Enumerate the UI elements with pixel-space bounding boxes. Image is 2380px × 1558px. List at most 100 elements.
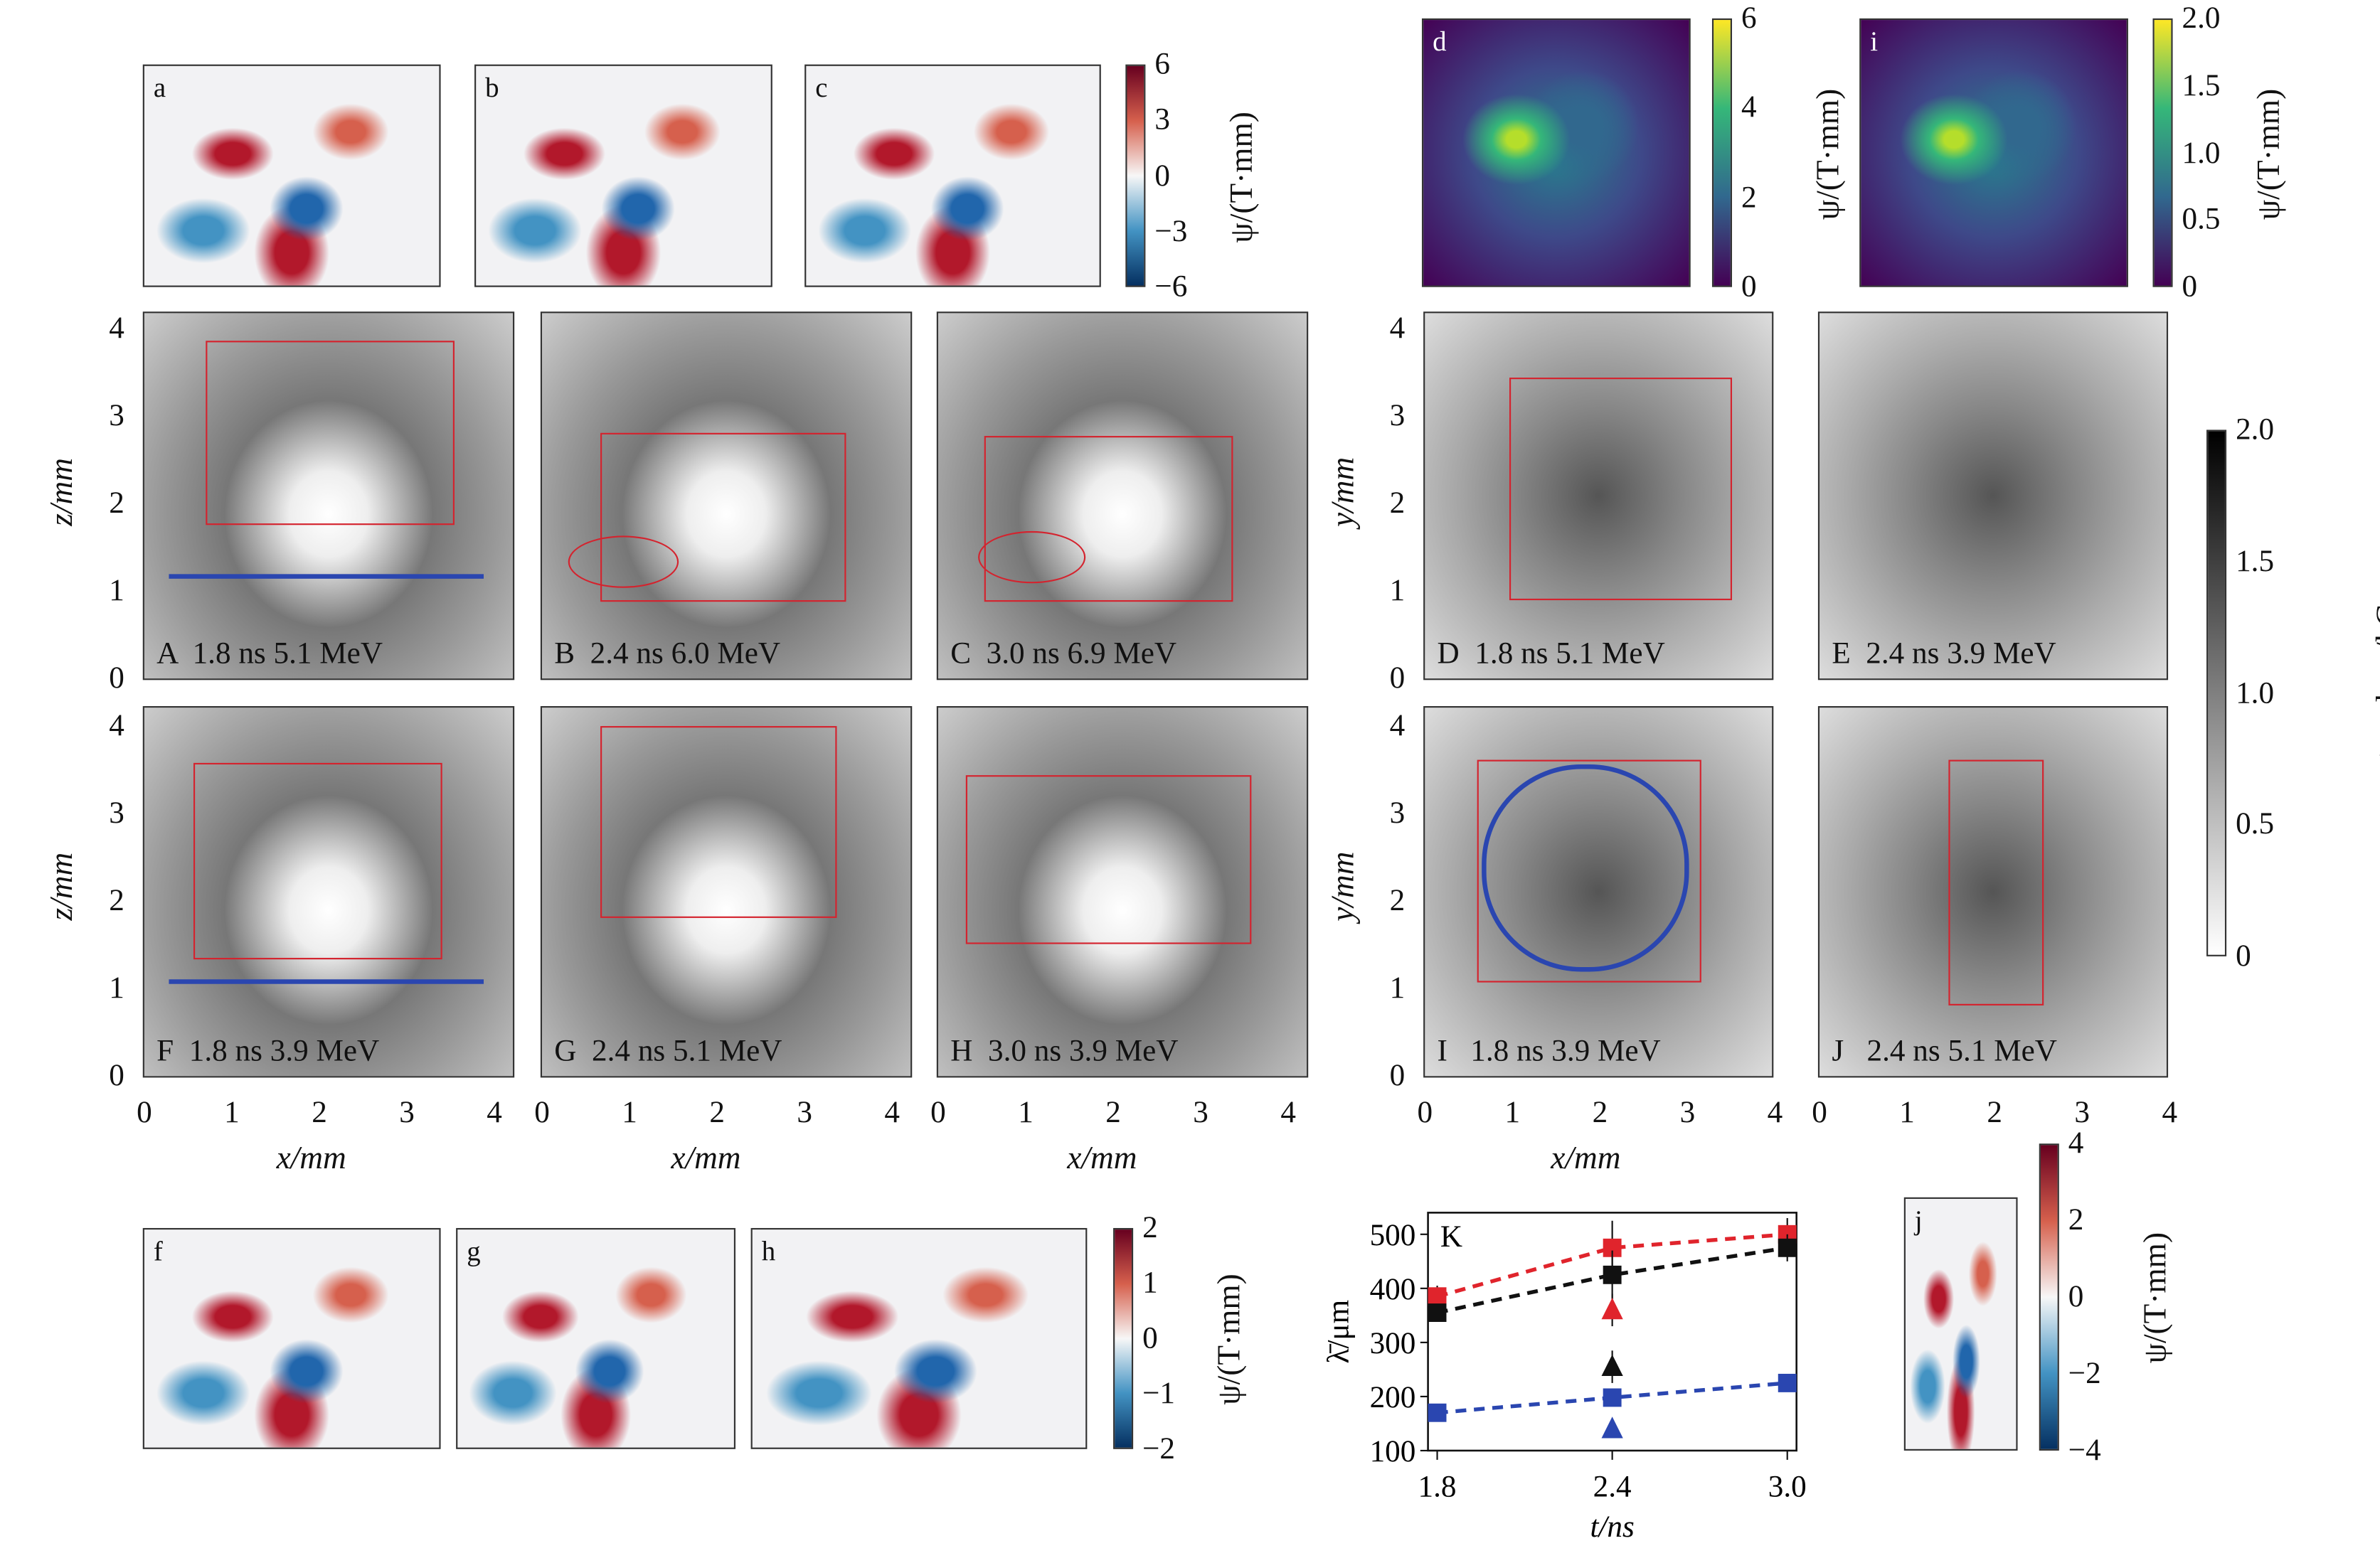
region-box	[1948, 759, 2044, 1005]
colorbar-j	[2039, 1143, 2059, 1451]
x-tick-label: 4	[487, 1096, 502, 1130]
x-tick-label: 1	[1018, 1096, 1034, 1130]
y-tick-label: 2	[1389, 884, 1406, 918]
inset-a: a	[142, 64, 441, 287]
y-tick-label: 2	[1389, 486, 1406, 521]
y-tick-label: 200	[1370, 1381, 1416, 1414]
x-tick-label: 3	[1679, 1096, 1696, 1130]
data-point-square	[1428, 1403, 1447, 1422]
inset-d: d	[1421, 18, 1691, 287]
x-tick-label: 0	[137, 1096, 152, 1130]
y-tick-label: 1	[1389, 574, 1406, 608]
colorbar-tick: 6	[1154, 47, 1170, 82]
y-tick-label: 400	[1370, 1273, 1416, 1306]
colorbar-tick: 2	[1741, 180, 1757, 215]
inset-label: g	[467, 1235, 481, 1266]
colorbar-tick: 6	[1741, 1, 1757, 36]
panel-label: E 2.4 ns 3.9 MeV	[1832, 636, 2056, 671]
y-tick-label: 3	[1389, 399, 1406, 433]
colorbar-tick: 0	[1741, 270, 1757, 304]
x-axis-label: x/mm	[276, 1138, 346, 1176]
y-tick-label: 3	[109, 796, 124, 831]
inset-label: c	[815, 72, 828, 103]
blue-line	[169, 979, 484, 984]
colorbar-tick: 1.0	[2182, 136, 2221, 170]
region-box	[1509, 378, 1733, 601]
y-axis-label: z/mm	[42, 852, 80, 921]
series-line-1	[1436, 1246, 1788, 1315]
colorbar-tick: 1.0	[2236, 676, 2275, 710]
y-tick-label: 0	[1389, 661, 1406, 695]
colorbar-tick: 2.0	[2182, 1, 2221, 36]
inset-label: d	[1433, 26, 1447, 57]
region-box	[984, 436, 1233, 602]
colorbar-tick: 0	[2236, 939, 2251, 973]
x-tick-label: 4	[884, 1096, 900, 1130]
x-tick-label: 4	[2162, 1096, 2178, 1130]
colorbar-label: ψ/(T·mm)	[1210, 1274, 1248, 1405]
panel-label: F 1.8 ns 3.9 MeV	[156, 1034, 380, 1069]
series-line-0	[1436, 1232, 1787, 1298]
region-box	[965, 775, 1252, 944]
colorbar-label: ψ/(T·mm)	[1222, 110, 1260, 242]
data-point-square	[1428, 1303, 1447, 1323]
x-tick-label: 0	[1417, 1096, 1433, 1130]
colorbar-tick: −2	[1142, 1432, 1176, 1466]
red-ellipse	[978, 530, 1086, 584]
data-point-square	[1428, 1287, 1447, 1306]
y-tick-label: 4	[1389, 709, 1406, 743]
chart-k: 100 200 300 400 500 1.8 2.4 3.0 t/ns λ̄/μm K	[1322, 1212, 1807, 1544]
panel-C: C 3.0 ns 6.9 MeV	[936, 311, 1309, 681]
colorbar-tick: −2	[2068, 1357, 2101, 1391]
blue-line	[169, 574, 484, 579]
y-tick-label: 2	[109, 884, 124, 918]
y-tick-label: 100	[1370, 1435, 1416, 1468]
panel-label: J 2.4 ns 5.1 MeV	[1832, 1034, 2057, 1069]
panel-H: H 3.0 ns 3.9 MeV	[936, 706, 1309, 1078]
panel-G: G 2.4 ns 5.1 MeV	[540, 706, 913, 1078]
plot-frame	[1427, 1212, 1797, 1452]
data-point-triangle	[1601, 1354, 1623, 1377]
data-point-square	[1778, 1238, 1797, 1257]
colorbar-tick: 0	[1142, 1321, 1158, 1356]
panel-label: H 3.0 ns 3.9 MeV	[950, 1034, 1179, 1069]
blue-contour	[1482, 764, 1689, 972]
y-axis-label: z/mm	[42, 458, 80, 526]
data-point-triangle	[1601, 1297, 1623, 1320]
y-tick-label: 3	[1389, 796, 1406, 831]
colorbar-label: ψ/(T·mm)	[2250, 87, 2287, 220]
chart-title: K	[1440, 1220, 1462, 1254]
panel-label: I 1.8 ns 3.9 MeV	[1437, 1034, 1661, 1069]
colorbar-tick: 0	[2182, 270, 2198, 304]
y-axis-label: λ̄/μm	[1322, 1300, 1355, 1364]
panel-label: B 2.4 ns 6.0 MeV	[554, 636, 781, 671]
panel-E: E 2.4 ns 3.9 MeV	[1817, 311, 2169, 681]
panel-B: B 2.4 ns 6.0 MeV	[540, 311, 913, 681]
y-tick-label: 300	[1370, 1327, 1416, 1360]
colorbar-label: proton dose/kGy	[2369, 585, 2380, 802]
inset-c: c	[804, 64, 1101, 287]
x-tick-label: 2	[1987, 1096, 2002, 1130]
colorbar-tick: 2.0	[2236, 412, 2275, 447]
panel-label: G 2.4 ns 5.1 MeV	[554, 1034, 782, 1069]
colorbar-tick: 0.5	[2182, 203, 2221, 237]
x-tick-label: 1	[622, 1096, 637, 1130]
colorbar-label: ψ/(T·mm)	[1809, 87, 1847, 220]
data-point-square	[1778, 1373, 1797, 1392]
y-tick-label: 4	[109, 709, 124, 743]
x-axis-label: x/mm	[671, 1138, 741, 1176]
inset-j: j	[1903, 1197, 2018, 1451]
colorbar-tick: 2	[2068, 1203, 2084, 1237]
inset-i: i	[1859, 18, 2128, 287]
y-tick-label: 4	[1389, 311, 1406, 346]
data-point-triangle	[1601, 1416, 1623, 1439]
y-tick-label: 1	[109, 574, 124, 608]
y-tick-label: 3	[109, 399, 124, 433]
x-tick-label: 3.0	[1768, 1471, 1807, 1504]
inset-h: h	[750, 1227, 1088, 1449]
panel-label: A 1.8 ns 5.1 MeV	[156, 636, 383, 671]
y-tick-label: 1	[1389, 971, 1406, 1005]
y-axis-label: y/mm	[1324, 851, 1361, 922]
region-box	[600, 432, 846, 602]
